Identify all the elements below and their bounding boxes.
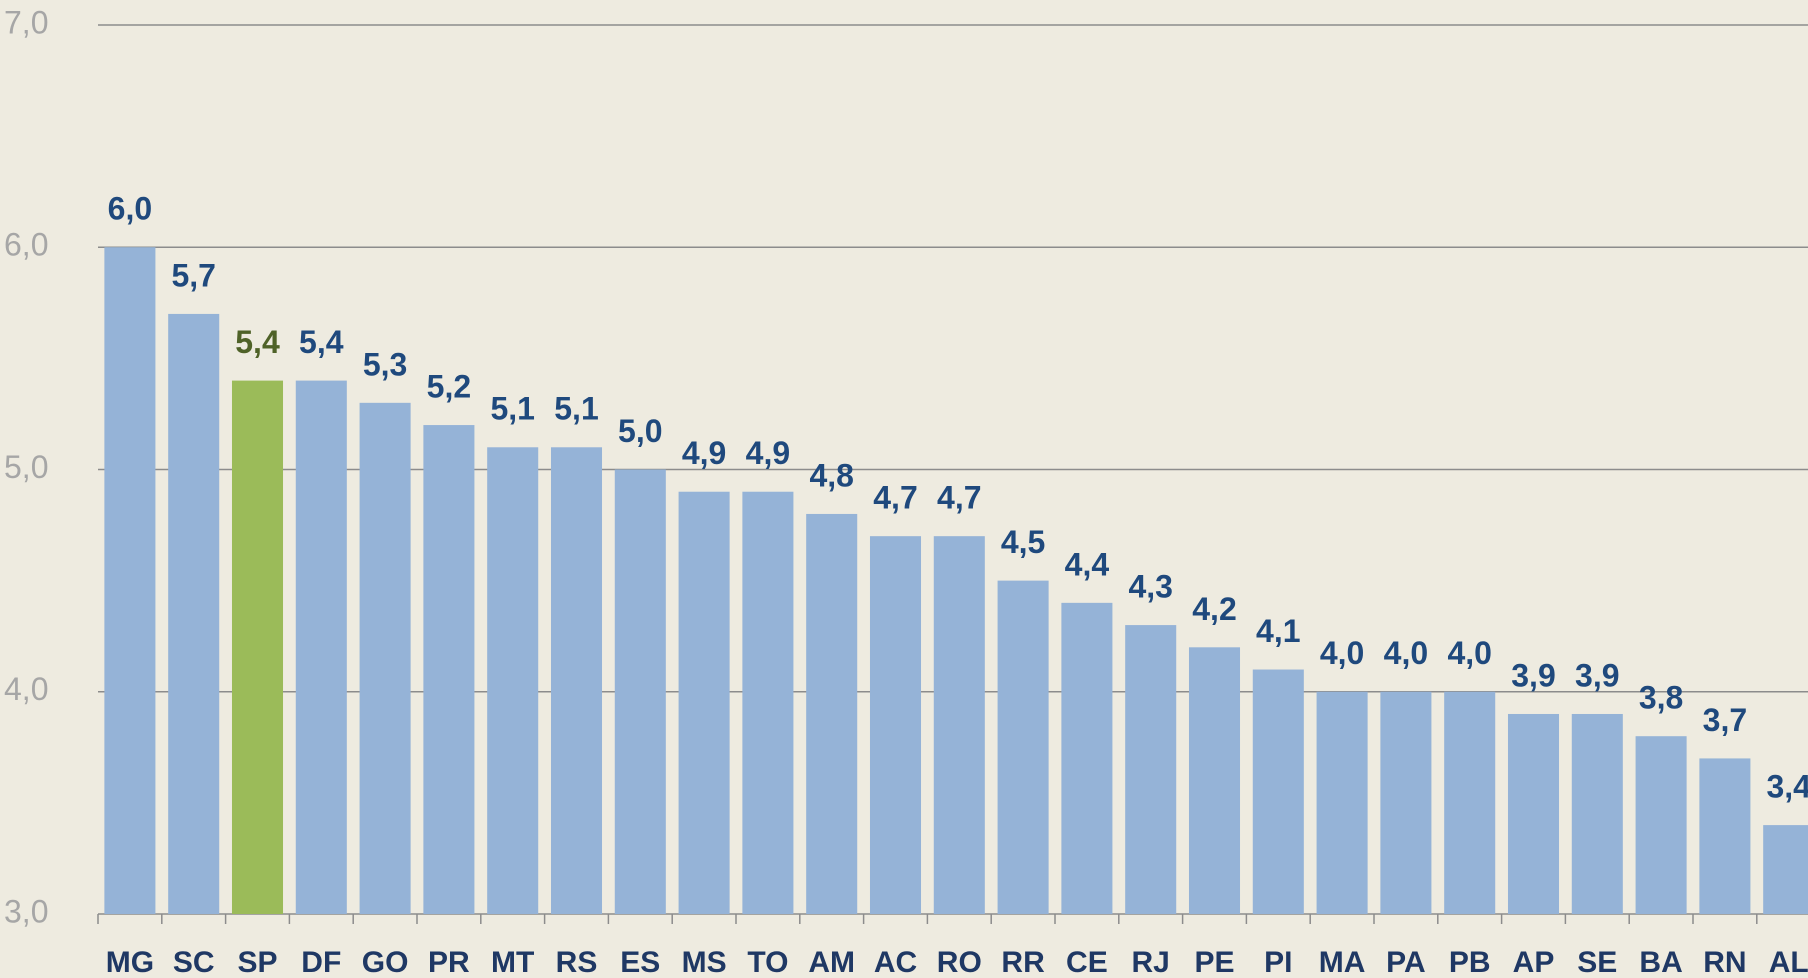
value-label: 6,0	[108, 191, 152, 227]
x-tick-label: RS	[556, 946, 598, 978]
value-label: 4,0	[1320, 635, 1364, 671]
bar	[1316, 691, 1368, 914]
x-tick-label: GO	[362, 946, 409, 978]
value-label: 5,0	[618, 413, 662, 449]
bar	[168, 313, 220, 914]
value-label: 4,0	[1447, 635, 1491, 671]
value-label: 4,3	[1128, 569, 1172, 605]
value-label: 3,9	[1511, 657, 1555, 693]
x-tick-label: RJ	[1132, 946, 1170, 978]
value-label: 5,4	[235, 324, 280, 360]
x-tick-label: MA	[1319, 946, 1366, 978]
value-label: 4,7	[873, 480, 917, 516]
x-tick-label: PE	[1194, 946, 1234, 978]
x-tick-label: SE	[1577, 946, 1617, 978]
bar	[550, 447, 603, 914]
value-label: 5,2	[427, 369, 471, 405]
value-label: 4,2	[1192, 591, 1236, 627]
x-tick-label: AC	[874, 946, 917, 978]
value-label: 4,0	[1384, 635, 1428, 671]
bar	[742, 491, 794, 914]
bar	[1252, 669, 1304, 914]
bar	[1125, 625, 1177, 914]
x-tick-label: PI	[1264, 946, 1292, 978]
bar	[104, 247, 156, 914]
bar	[1507, 713, 1560, 914]
bar	[1763, 825, 1808, 914]
bar	[678, 491, 730, 914]
x-tick-label: AP	[1513, 946, 1555, 978]
bar	[997, 580, 1049, 914]
x-tick-label: AM	[808, 946, 855, 978]
bar	[869, 536, 922, 914]
bar	[1444, 691, 1496, 914]
bar	[1635, 736, 1687, 914]
y-tick-label: 4,0	[4, 671, 48, 707]
bar	[1699, 758, 1751, 914]
bar	[1061, 602, 1113, 914]
value-label: 5,4	[299, 324, 344, 360]
value-label: 5,1	[554, 391, 598, 427]
x-tick-label: ES	[620, 946, 660, 978]
x-tick-label: RN	[1703, 946, 1746, 978]
bar	[1571, 713, 1623, 914]
value-label: 5,3	[363, 346, 407, 382]
bar	[231, 380, 284, 915]
value-label: 4,7	[937, 480, 981, 516]
x-tick-label: CE	[1066, 946, 1108, 978]
bar	[614, 469, 666, 914]
x-tick-label: SP	[237, 946, 277, 978]
x-tick-label: PB	[1449, 946, 1491, 978]
value-label: 4,9	[746, 435, 790, 471]
bar	[1380, 691, 1432, 914]
y-tick-label: 5,0	[4, 449, 48, 485]
x-tick-label: MG	[106, 946, 154, 978]
x-tick-label: RR	[1001, 946, 1045, 978]
value-label: 4,4	[1065, 546, 1110, 582]
y-tick-label: 3,0	[4, 893, 48, 929]
x-tick-label: MT	[491, 946, 534, 978]
x-tick-label: PA	[1386, 946, 1425, 978]
value-label: 3,9	[1575, 657, 1619, 693]
value-label: 4,1	[1256, 613, 1300, 649]
bar	[933, 536, 985, 914]
value-label: 3,4	[1766, 769, 1808, 805]
value-label: 3,8	[1639, 680, 1683, 716]
x-tick-label: RO	[937, 946, 982, 978]
x-tick-label: PR	[428, 946, 470, 978]
x-tick-label: AL	[1769, 946, 1808, 978]
x-tick-label: SC	[173, 946, 215, 978]
x-tick-label: MS	[682, 946, 727, 978]
value-label: 4,8	[809, 457, 853, 493]
y-tick-label: 6,0	[4, 227, 48, 263]
x-tick-label: TO	[747, 946, 788, 978]
value-label: 4,5	[1001, 524, 1045, 560]
value-label: 5,7	[171, 257, 215, 293]
bar	[1188, 647, 1241, 914]
bar	[806, 513, 858, 914]
value-label: 3,7	[1703, 702, 1747, 738]
bar	[487, 447, 539, 914]
bar	[295, 380, 347, 915]
value-label: 4,9	[682, 435, 726, 471]
value-label: 5,1	[490, 391, 534, 427]
bar	[423, 425, 475, 914]
x-tick-label: BA	[1639, 946, 1682, 978]
y-tick-label: 7,0	[4, 4, 48, 40]
x-tick-label: DF	[301, 946, 341, 978]
bar	[359, 402, 411, 914]
